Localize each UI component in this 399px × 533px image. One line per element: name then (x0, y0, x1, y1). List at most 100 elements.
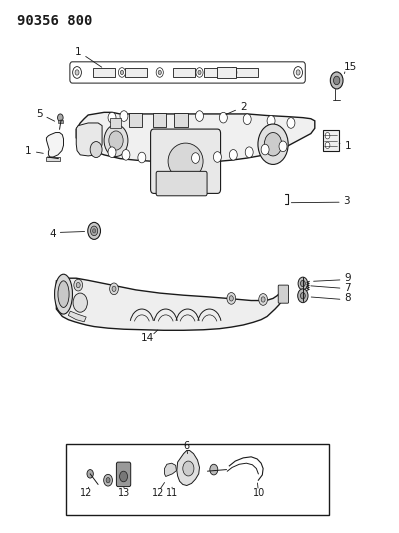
FancyBboxPatch shape (323, 131, 339, 151)
Bar (204, 68, 226, 77)
Polygon shape (76, 123, 102, 156)
Text: 90356 800: 90356 800 (17, 14, 92, 28)
Circle shape (119, 68, 126, 77)
Circle shape (330, 72, 343, 89)
Circle shape (267, 116, 275, 126)
Circle shape (156, 68, 163, 77)
Polygon shape (76, 112, 315, 163)
Bar (57, 120, 63, 123)
Circle shape (261, 297, 265, 302)
Ellipse shape (58, 281, 69, 308)
Circle shape (325, 133, 330, 139)
Text: 12: 12 (152, 488, 164, 498)
Circle shape (264, 133, 282, 156)
Text: 6: 6 (184, 441, 190, 451)
Text: 1: 1 (345, 141, 352, 151)
Text: 3: 3 (343, 196, 350, 206)
Polygon shape (46, 133, 63, 157)
Circle shape (73, 67, 81, 78)
Circle shape (261, 144, 269, 155)
Circle shape (229, 150, 237, 160)
Text: 13: 13 (118, 488, 130, 498)
Circle shape (91, 226, 98, 236)
Polygon shape (56, 278, 287, 330)
Bar (129, 114, 142, 127)
Bar (174, 114, 188, 127)
Circle shape (122, 150, 130, 160)
Circle shape (296, 70, 300, 75)
Circle shape (229, 296, 233, 301)
Circle shape (334, 76, 340, 85)
Circle shape (210, 464, 218, 475)
Circle shape (198, 70, 201, 75)
Circle shape (74, 279, 83, 291)
Text: 10: 10 (253, 488, 265, 498)
Circle shape (73, 293, 87, 312)
Text: 4: 4 (49, 229, 56, 239)
Circle shape (112, 286, 116, 292)
FancyBboxPatch shape (150, 129, 221, 193)
Circle shape (106, 478, 110, 483)
Circle shape (219, 112, 227, 123)
FancyBboxPatch shape (70, 62, 305, 83)
Circle shape (196, 111, 203, 122)
Text: 12: 12 (80, 488, 92, 498)
Circle shape (138, 152, 146, 163)
Circle shape (300, 293, 305, 299)
Text: 7: 7 (344, 283, 351, 293)
Circle shape (196, 68, 203, 77)
Polygon shape (68, 311, 86, 322)
Bar (217, 67, 236, 78)
Circle shape (230, 68, 237, 77)
Polygon shape (177, 450, 200, 486)
Text: 1: 1 (75, 47, 81, 57)
FancyBboxPatch shape (156, 171, 207, 196)
Bar (125, 68, 147, 77)
Text: 15: 15 (344, 62, 357, 72)
Circle shape (108, 112, 116, 123)
Circle shape (104, 474, 113, 486)
Text: 9: 9 (344, 273, 351, 283)
Circle shape (258, 124, 288, 165)
Circle shape (325, 142, 330, 149)
Circle shape (90, 142, 102, 158)
Circle shape (245, 147, 253, 158)
Circle shape (192, 153, 200, 164)
Circle shape (279, 141, 287, 152)
Circle shape (120, 471, 128, 482)
Bar (93, 68, 115, 77)
Text: 14: 14 (141, 333, 154, 343)
Text: 2: 2 (240, 102, 247, 112)
Circle shape (93, 229, 96, 233)
Circle shape (109, 131, 123, 150)
Bar (110, 118, 121, 128)
Circle shape (158, 70, 161, 75)
Circle shape (259, 294, 267, 305)
Text: 11: 11 (166, 488, 178, 498)
Circle shape (87, 470, 93, 478)
Bar (173, 68, 195, 77)
Circle shape (183, 461, 194, 476)
Circle shape (104, 125, 128, 157)
FancyBboxPatch shape (117, 462, 131, 487)
Ellipse shape (55, 274, 73, 314)
Bar (236, 68, 258, 77)
Text: 8: 8 (344, 293, 351, 303)
Circle shape (287, 118, 295, 128)
Circle shape (243, 114, 251, 125)
Ellipse shape (168, 143, 203, 180)
Circle shape (88, 222, 101, 239)
Text: 5: 5 (36, 109, 43, 119)
Circle shape (57, 114, 63, 122)
Circle shape (120, 70, 124, 75)
Circle shape (298, 277, 308, 290)
FancyBboxPatch shape (278, 285, 288, 303)
Circle shape (294, 67, 302, 78)
Bar (152, 114, 166, 127)
Circle shape (298, 289, 308, 303)
Circle shape (213, 152, 221, 163)
Bar (46, 157, 60, 161)
Circle shape (120, 111, 128, 122)
Circle shape (110, 283, 119, 295)
Text: 1: 1 (25, 146, 32, 156)
